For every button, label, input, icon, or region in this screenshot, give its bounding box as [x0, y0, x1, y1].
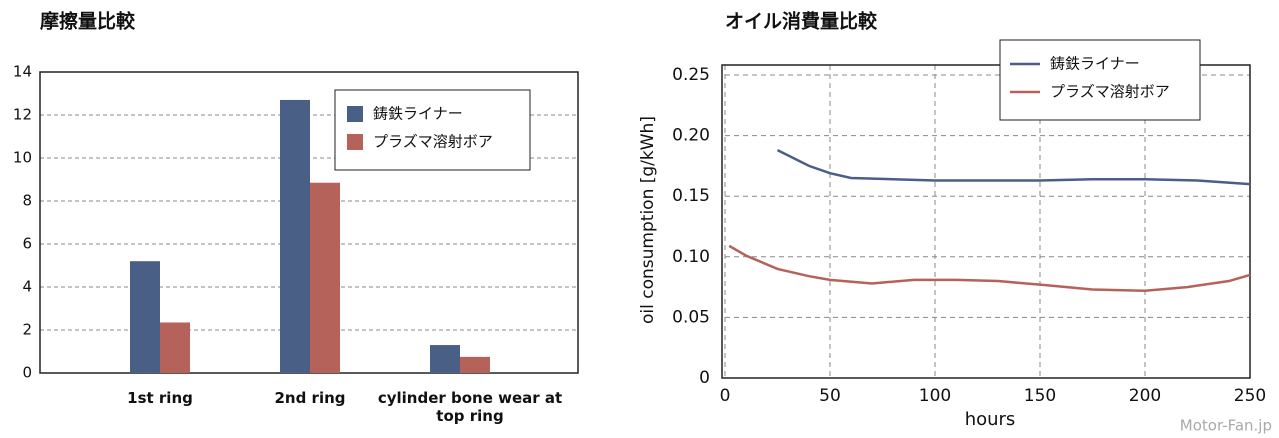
- y-axis-label: oil consumption [g/kWh]: [638, 116, 658, 324]
- x-tick-label: 100: [919, 386, 951, 406]
- line: [776, 149, 1251, 186]
- legend-label: 鋳鉄ライナー: [373, 105, 463, 123]
- bar: [160, 322, 190, 373]
- y-tick-label: 0: [22, 364, 32, 382]
- legend-label: 鋳鉄ライナー: [1050, 55, 1140, 73]
- bar: [280, 99, 310, 373]
- bar: [460, 356, 490, 373]
- bar: [310, 182, 340, 373]
- line: [728, 244, 1251, 292]
- plot-frame: [721, 64, 1251, 379]
- x-tick-label: 1st ring: [127, 389, 193, 407]
- x-tick-label: 50: [819, 386, 841, 406]
- legend-box: [999, 39, 1201, 121]
- legend-swatch: [347, 106, 363, 122]
- y-tick-label: 10: [13, 149, 32, 167]
- y-tick-label: 0.20: [672, 126, 710, 146]
- x-tick-label: 0: [720, 386, 731, 406]
- y-tick-label: 8: [22, 192, 32, 210]
- y-tick-label: 0.10: [672, 247, 710, 267]
- chart-title: オイル消費量比較: [725, 10, 878, 33]
- chart-title: 摩擦量比較: [40, 10, 136, 33]
- x-tick-label: 250: [1234, 386, 1266, 406]
- bar: [130, 261, 160, 373]
- y-tick-label: 0.15: [672, 186, 710, 206]
- y-tick-label: 12: [13, 106, 32, 124]
- legend-label: プラズマ溶射ボア: [373, 133, 493, 151]
- y-tick-label: 0: [699, 368, 710, 388]
- y-tick-label: 4: [22, 278, 32, 296]
- legend-swatch: [347, 134, 363, 150]
- x-axis-label: hours: [965, 409, 1016, 430]
- x-tick-label: 200: [1129, 386, 1161, 406]
- y-tick-label: 0.25: [672, 65, 710, 85]
- x-tick-label: cylinder bone wear at top ring: [377, 389, 563, 425]
- y-tick-label: 14: [13, 63, 32, 81]
- legend-label: プラズマ溶射ボア: [1050, 83, 1170, 101]
- x-tick-label: 2nd ring: [274, 389, 346, 407]
- bar: [430, 345, 460, 373]
- x-tick-label: 150: [1024, 386, 1056, 406]
- legend-box: [334, 89, 531, 171]
- watermark: Motor-Fan.jp: [1180, 417, 1272, 435]
- y-tick-label: 0.05: [672, 307, 710, 327]
- y-tick-label: 6: [22, 235, 32, 253]
- y-tick-label: 2: [22, 321, 32, 339]
